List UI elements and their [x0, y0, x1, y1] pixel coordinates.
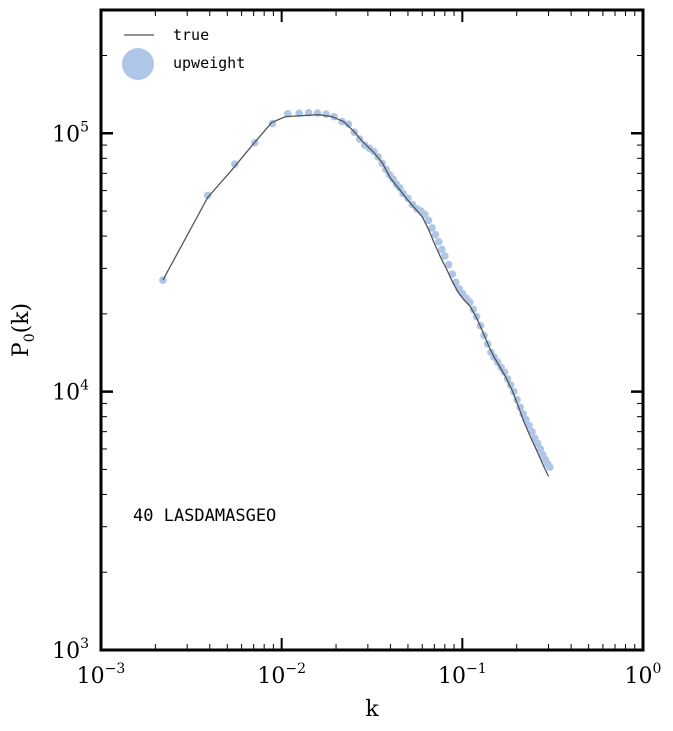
upweight-point	[525, 421, 533, 430]
y-tick-labels: 103 104 105	[52, 119, 89, 664]
x-tick-label: 10−3	[77, 661, 126, 689]
upweight-point	[528, 427, 536, 436]
y-tick-label: 105	[52, 119, 89, 147]
upweight-point	[424, 216, 433, 225]
upweight-point	[395, 184, 404, 192]
upweight-point	[370, 147, 378, 156]
upweight-point	[431, 230, 440, 239]
x-tick-label: 10−1	[438, 661, 487, 689]
upweight-point	[322, 110, 330, 119]
upweight-point	[434, 238, 443, 246]
y-tick-label: 103	[52, 636, 89, 664]
legend-true-label: true	[173, 26, 209, 44]
upweight-point	[404, 194, 412, 203]
upweight-point	[203, 191, 212, 200]
minor-ticks	[101, 10, 643, 650]
upweight-point	[441, 252, 449, 260]
upweight-point	[230, 160, 239, 168]
upweight-point	[344, 120, 353, 128]
upweight-point	[546, 463, 554, 471]
upweight-point	[283, 109, 292, 118]
upweight-point	[421, 210, 429, 219]
true-series-line	[162, 114, 550, 477]
upweight-point	[536, 445, 545, 453]
annotation-label: 40 LASDAMASGEO	[133, 506, 276, 526]
x-tick-label: 10−2	[257, 661, 306, 689]
major-ticks	[100, 10, 644, 652]
upweight-series	[159, 109, 554, 471]
upweight-point	[444, 260, 453, 269]
y-axis-label: P0(k)	[9, 303, 38, 357]
legend-upweight-label: upweight	[173, 54, 245, 72]
x-tick-label: 100	[625, 661, 662, 689]
upweight-point	[313, 109, 322, 117]
y-tick-label: 104	[52, 378, 89, 406]
plot-frame	[99, 8, 645, 652]
legend: true upweight	[122, 26, 245, 80]
x-tick-labels: 10−3 10−2 10−1 100	[77, 661, 662, 689]
upweight-point	[438, 245, 446, 254]
legend-upweight-swatch	[122, 48, 154, 80]
x-axis-label: k	[365, 697, 379, 722]
upweight-point	[500, 368, 509, 376]
upweight-point	[428, 224, 436, 232]
